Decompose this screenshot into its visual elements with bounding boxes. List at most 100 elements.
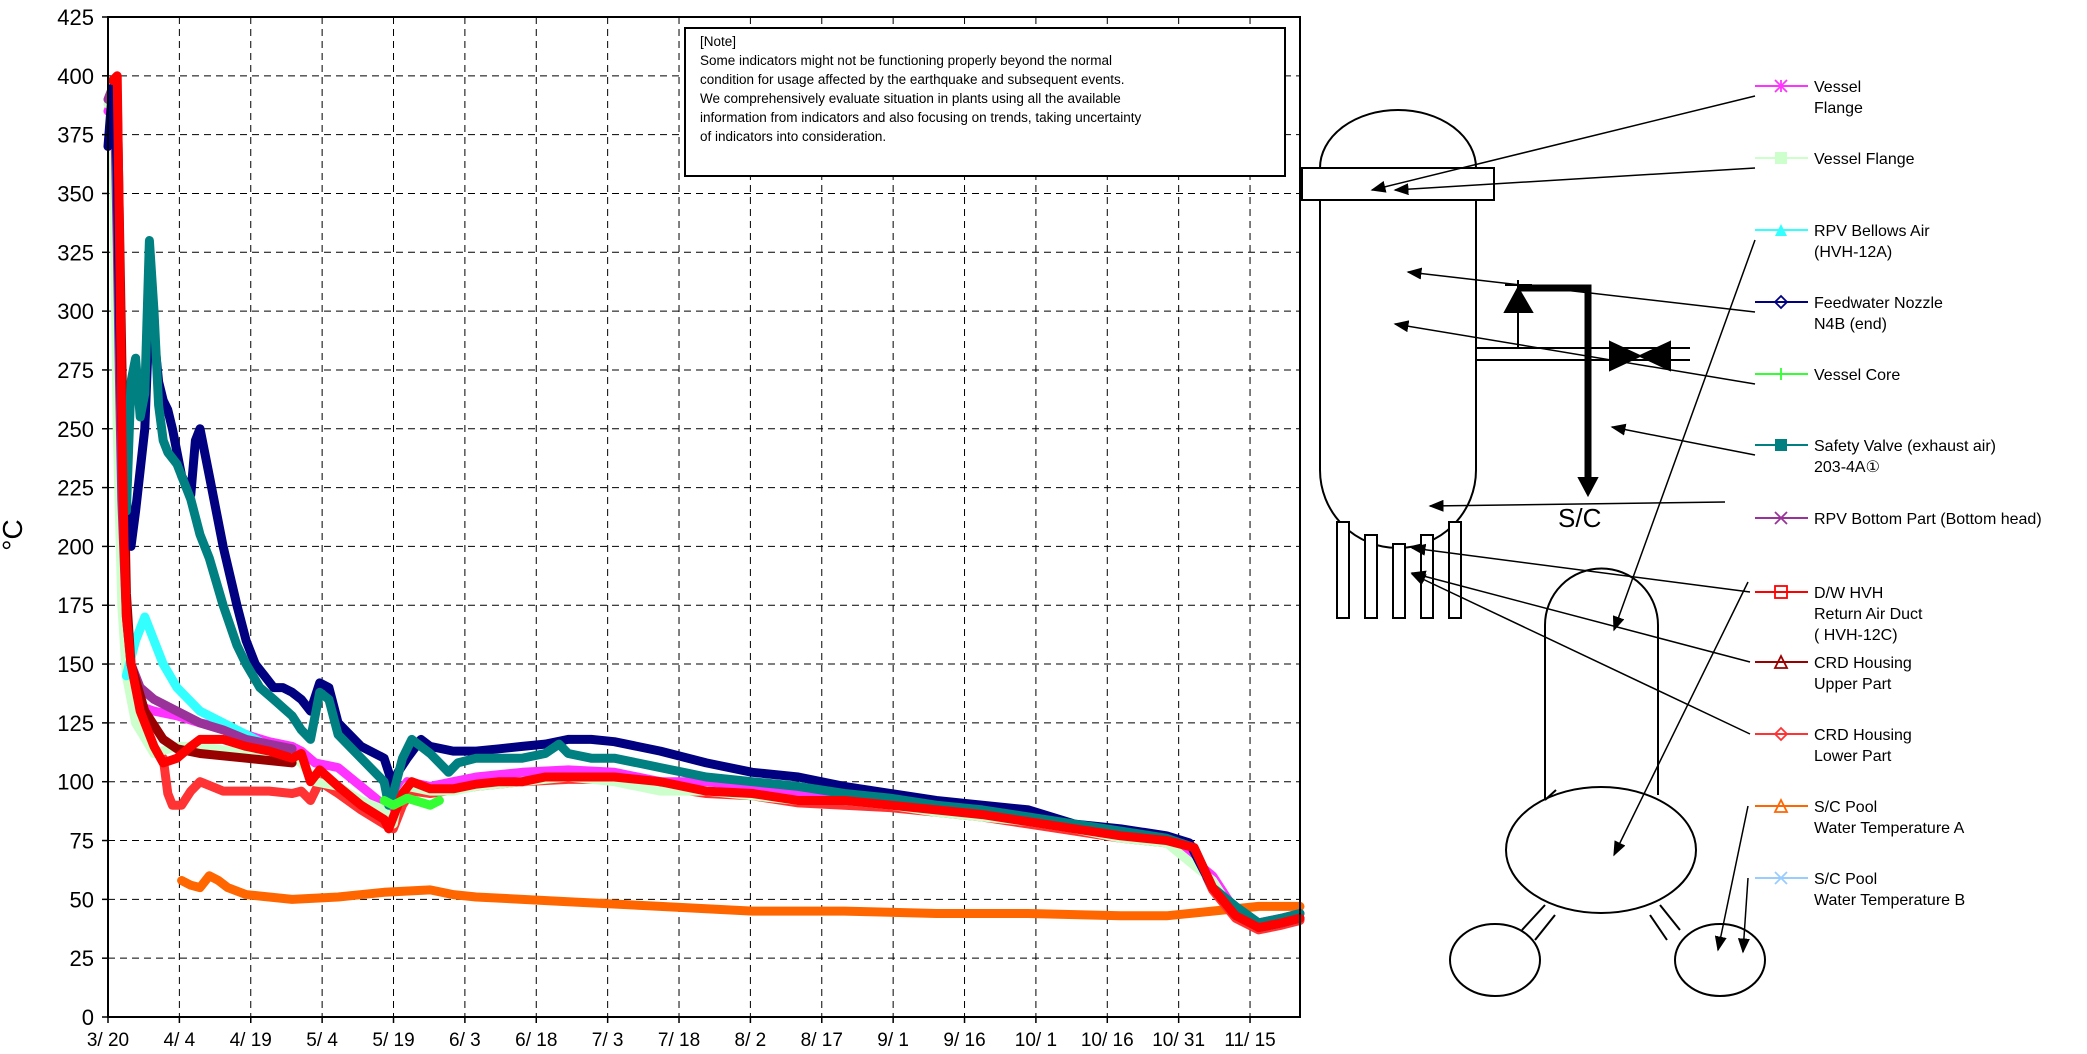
data-point	[242, 660, 250, 668]
x-tick-label: 8/ 2	[735, 1030, 767, 1051]
data-point	[196, 778, 204, 786]
legend-marker	[1774, 871, 1788, 885]
data-point	[564, 750, 572, 757]
y-tick-label: 225	[57, 476, 94, 501]
data-point	[178, 801, 186, 809]
data-point	[173, 745, 181, 753]
data-point	[610, 773, 618, 781]
data-point	[316, 679, 324, 687]
x-tick-label: 3/ 20	[87, 1030, 129, 1051]
data-point	[449, 778, 457, 786]
data-point	[1025, 910, 1032, 917]
legend-marker	[1774, 511, 1788, 525]
data-point	[564, 898, 572, 906]
data-point	[587, 754, 595, 762]
data-point	[794, 782, 802, 790]
data-point	[219, 787, 227, 795]
data-point	[1209, 884, 1217, 892]
legend-item: Vessel Core	[1755, 367, 1900, 384]
data-point	[141, 390, 149, 397]
legend-label: Vessel	[1814, 79, 1861, 96]
data-point	[325, 695, 333, 703]
x-tick-label: 5/ 4	[306, 1030, 338, 1051]
leader-arrow	[1406, 267, 1756, 313]
data-point	[205, 872, 213, 880]
y-axis-label: °C	[0, 519, 28, 550]
legend-item: Vessel Flange	[1755, 151, 1915, 168]
data-point	[279, 684, 287, 692]
legend-marker	[1775, 224, 1787, 236]
plot-area	[108, 17, 1300, 1017]
data-point	[150, 307, 158, 315]
data-point	[261, 672, 268, 680]
y-tick-label: 375	[57, 123, 94, 148]
data-point	[242, 742, 250, 750]
legend-item: S/C Pool Water Temperature A	[1755, 797, 1965, 837]
data-point	[541, 740, 549, 748]
leader-arrow	[1714, 805, 1749, 952]
note-box: [Note] Some indicators might not be func…	[684, 27, 1286, 177]
data-point	[168, 801, 176, 809]
data-point	[1163, 837, 1170, 844]
data-point	[794, 790, 802, 797]
legend-item: S/C Pool Water Temperature B	[1755, 871, 1965, 909]
data-point	[426, 801, 434, 809]
data-point	[141, 613, 149, 621]
data-point	[1025, 806, 1032, 814]
data-point	[118, 425, 126, 433]
data-point	[219, 601, 227, 609]
data-point	[472, 773, 480, 781]
data-point	[159, 437, 167, 444]
y-tick-label: 325	[57, 240, 94, 265]
data-point	[334, 764, 342, 772]
legend-label: Flange	[1814, 100, 1863, 117]
data-point	[495, 778, 503, 786]
data-point	[886, 794, 894, 802]
data-point	[1255, 902, 1263, 910]
leader-arrow	[1612, 239, 1756, 632]
legend: Vessel Flange Vessel Flange RPV Bellows Air…	[1755, 79, 2042, 909]
data-point	[1117, 912, 1124, 920]
legend-marker	[1773, 294, 1789, 310]
note-line: We comprehensively evaluate situation in…	[700, 91, 1121, 106]
data-point	[307, 735, 314, 743]
data-point	[145, 625, 153, 633]
data-point	[357, 742, 365, 750]
series-line	[121, 236, 1305, 928]
rpv-top-head	[1319, 109, 1477, 169]
data-point	[702, 787, 710, 795]
data-point	[454, 759, 462, 767]
data-point	[840, 797, 848, 804]
data-point	[1190, 844, 1198, 852]
data-point	[159, 759, 167, 767]
x-tick-label: 7/ 18	[658, 1030, 700, 1051]
data-point	[1117, 832, 1124, 840]
data-point	[1278, 919, 1286, 927]
data-point	[1071, 825, 1078, 833]
data-point	[445, 768, 453, 776]
data-point	[270, 695, 278, 703]
valve-triangle-up	[1503, 285, 1534, 313]
data-point	[233, 601, 241, 609]
legend-item: RPV Bellows Air (HVH-12A)	[1755, 223, 1930, 261]
data-point	[297, 750, 305, 757]
data-point	[840, 790, 848, 797]
legend-marker	[1773, 726, 1789, 742]
data-point	[472, 754, 480, 762]
note-line: condition for usage affected by the eart…	[700, 72, 1125, 87]
data-point	[173, 754, 181, 762]
data-point	[187, 742, 195, 750]
data-point	[150, 742, 158, 750]
legend-marker	[1774, 585, 1788, 599]
data-point	[219, 542, 227, 550]
data-point	[518, 754, 526, 762]
legend-label: Water Temperature A	[1814, 820, 1965, 837]
data-point	[297, 726, 305, 734]
data-point	[265, 787, 273, 795]
data-point	[449, 891, 457, 899]
data-point	[389, 813, 397, 821]
data-point	[116, 237, 123, 244]
legend-label: S/C Pool	[1814, 871, 1877, 888]
leader-arrow	[1410, 573, 1751, 735]
